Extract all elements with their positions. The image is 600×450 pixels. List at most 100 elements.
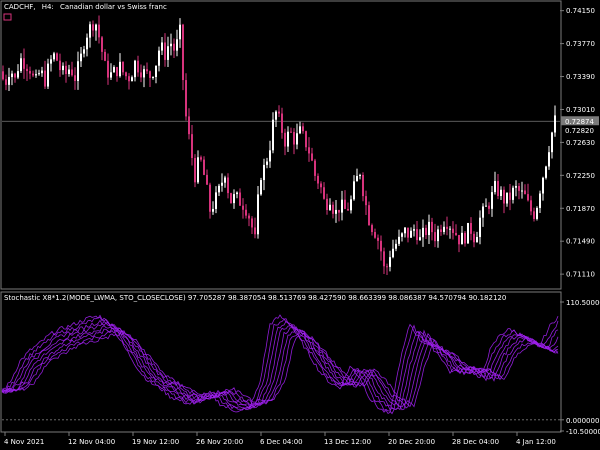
candle-body bbox=[539, 193, 541, 208]
candle-body bbox=[419, 237, 421, 241]
candle-body bbox=[38, 73, 40, 75]
candle-body bbox=[302, 126, 304, 132]
candle-body bbox=[122, 61, 124, 73]
indicator-tick-label: 110.500000 bbox=[566, 299, 600, 307]
candle-body bbox=[104, 51, 106, 61]
candle-body bbox=[227, 177, 229, 194]
candle-body bbox=[458, 235, 460, 245]
stochastic-line bbox=[1, 319, 559, 411]
candle-body bbox=[326, 198, 328, 210]
candle-body bbox=[275, 111, 277, 120]
candle-body bbox=[17, 71, 19, 78]
candle-body bbox=[131, 77, 133, 82]
one-click-trading-icon[interactable] bbox=[3, 13, 12, 21]
candle-body bbox=[56, 53, 58, 61]
indicator-pane[interactable] bbox=[0, 291, 562, 433]
candle-body bbox=[113, 67, 115, 73]
candle-body bbox=[50, 59, 52, 64]
candle-body bbox=[428, 221, 430, 236]
candle-body bbox=[47, 63, 49, 87]
candle-body bbox=[35, 74, 37, 76]
current-price-label: 0.72874 bbox=[565, 118, 594, 126]
time-tick-label: 4 Nov 2021 bbox=[4, 438, 44, 446]
candle-body bbox=[239, 192, 241, 206]
candle-body bbox=[479, 217, 481, 237]
candle-body bbox=[284, 132, 286, 147]
price-pane[interactable] bbox=[0, 0, 562, 290]
candle-body bbox=[401, 233, 403, 237]
candle-body bbox=[272, 119, 274, 151]
candle-body bbox=[509, 192, 511, 200]
price-tick-label: 0.74150 bbox=[566, 7, 595, 15]
candle-body bbox=[524, 190, 526, 195]
candle-body bbox=[65, 65, 67, 74]
candle-body bbox=[29, 71, 31, 74]
time-tick-label: 19 Nov 12:00 bbox=[132, 438, 179, 446]
candle-body bbox=[32, 73, 34, 76]
candle-body bbox=[392, 248, 394, 258]
candle-body bbox=[362, 174, 364, 197]
candle-body bbox=[440, 229, 442, 232]
candle-body bbox=[23, 58, 25, 69]
price-tick-label: 0.73770 bbox=[566, 40, 595, 48]
candle-body bbox=[389, 257, 391, 267]
candle-body bbox=[368, 205, 370, 226]
price-tick-label: 0.72250 bbox=[566, 172, 595, 180]
candle-body bbox=[5, 79, 7, 85]
candle-body bbox=[158, 50, 160, 66]
candle-body bbox=[83, 49, 85, 54]
candle-body bbox=[455, 232, 457, 236]
candle-body bbox=[356, 175, 358, 182]
candle-body bbox=[224, 177, 226, 183]
candle-body bbox=[107, 60, 109, 78]
candle-body bbox=[116, 67, 118, 77]
candle-body bbox=[383, 251, 385, 267]
candle-body bbox=[503, 189, 505, 204]
candle-body bbox=[188, 116, 190, 135]
candle-body bbox=[380, 240, 382, 252]
candle-body bbox=[260, 180, 262, 195]
candle-body bbox=[374, 232, 376, 238]
price-tick-label: 0.72630 bbox=[566, 139, 595, 147]
candle-body bbox=[155, 65, 157, 77]
candle-body bbox=[443, 226, 445, 232]
candle-body bbox=[551, 132, 553, 153]
candle-body bbox=[470, 223, 472, 234]
candle-body bbox=[395, 243, 397, 249]
candle-body bbox=[554, 115, 556, 133]
candle-body bbox=[452, 228, 454, 233]
candle-body bbox=[449, 228, 451, 230]
indicator-header: Stochastic X8*1.2(MODE_LWMA, STO_CLOSECL… bbox=[4, 294, 506, 302]
candle-body bbox=[68, 69, 70, 74]
candle-body bbox=[146, 69, 148, 72]
candle-body bbox=[245, 209, 247, 216]
candle-body bbox=[545, 166, 547, 178]
candle-body bbox=[194, 158, 196, 183]
indicator-tick-label: 0.000000 bbox=[566, 417, 599, 425]
candle-body bbox=[92, 24, 94, 31]
candle-body bbox=[173, 43, 175, 51]
candle-body bbox=[377, 237, 379, 241]
candle-body bbox=[89, 24, 91, 38]
candle-body bbox=[533, 211, 535, 219]
candle-body bbox=[446, 226, 448, 229]
candle-body bbox=[332, 204, 334, 214]
candle-body bbox=[191, 134, 193, 159]
time-tick-label: 26 Nov 20:00 bbox=[196, 438, 243, 446]
candle-body bbox=[215, 192, 217, 209]
candle-body bbox=[140, 72, 142, 78]
candle-body bbox=[251, 218, 253, 228]
candle-body bbox=[482, 206, 484, 218]
candle-body bbox=[500, 189, 502, 196]
stochastic-line bbox=[1, 327, 559, 409]
candle-body bbox=[491, 192, 493, 209]
candle-body bbox=[308, 147, 310, 154]
candle-body bbox=[434, 232, 436, 242]
candle-body bbox=[218, 185, 220, 193]
candle-body bbox=[53, 53, 55, 60]
candle-body bbox=[101, 37, 103, 52]
candle-body bbox=[410, 230, 412, 238]
candle-body bbox=[527, 194, 529, 201]
candle-body bbox=[221, 182, 223, 186]
